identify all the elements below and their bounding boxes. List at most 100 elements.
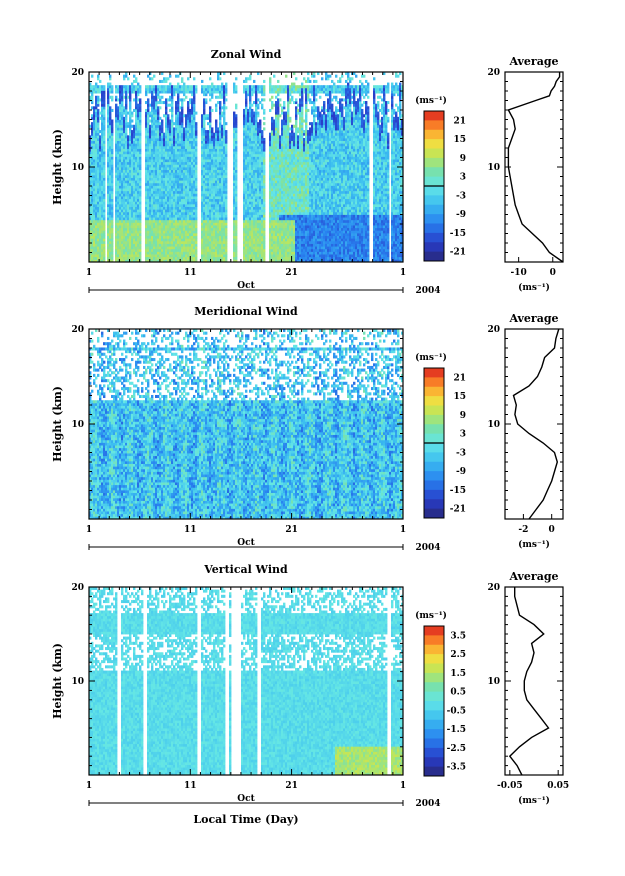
colorbar-swatch: [424, 729, 444, 739]
profile-x-tick-label: 0: [549, 525, 555, 535]
colorbar-swatch: [424, 242, 444, 253]
colorbar-swatch: [424, 489, 444, 500]
profile-line: [507, 72, 564, 263]
profile-frame: [504, 586, 564, 776]
colorbar-tick-label: -21: [450, 248, 466, 258]
x-tick-label: 21: [285, 781, 298, 791]
colorbar-tick-label: -15: [450, 486, 466, 496]
colorbar-swatch: [424, 111, 444, 121]
x-tick-label: 1: [86, 525, 92, 535]
colorbar-tick-label: -2.5: [447, 744, 466, 754]
x-tick-label: 11: [184, 268, 197, 278]
colorbar-swatch: [424, 405, 444, 416]
colorbar-swatch: [424, 719, 444, 730]
y-axis-label: Height (km): [51, 386, 64, 462]
colorbar-swatch: [424, 461, 444, 472]
colorbar-tick-label: -3: [456, 191, 466, 201]
year-label: 2004: [415, 543, 440, 553]
colorbar-tick-label: -0.5: [447, 706, 466, 716]
colorbar-unit: (ms⁻¹): [415, 95, 447, 106]
colorbar-swatch: [424, 396, 444, 406]
profile-line: [508, 587, 550, 776]
y-tick-label: 20: [71, 583, 84, 593]
colorbar-swatch: [424, 214, 444, 224]
colorbar-swatch: [424, 368, 444, 378]
y-tick-label: 10: [71, 163, 84, 173]
colorbar-swatch: [424, 480, 444, 491]
profile-frame: [504, 328, 564, 520]
profile-title: Average: [508, 55, 558, 68]
colorbar-swatch: [424, 635, 444, 646]
colorbar-tick-label: -3.5: [447, 763, 466, 773]
colorbar-swatch: [424, 195, 444, 206]
heatmap: [89, 587, 403, 775]
x-tick-label: 1: [400, 525, 406, 535]
y-tick-label: 20: [71, 325, 84, 335]
month-label: Oct: [237, 538, 255, 548]
colorbar-tick-label: 15: [453, 392, 466, 402]
colorbar-swatch: [424, 663, 444, 674]
colorbar-swatch: [424, 433, 444, 444]
x-tick-label: 1: [400, 268, 406, 278]
x-tick-label: 1: [86, 781, 92, 791]
colorbar-swatch: [424, 129, 444, 140]
colorbar-swatch: [424, 176, 444, 187]
colorbar-swatch: [424, 377, 444, 388]
colorbar-tick-label: 21: [453, 373, 466, 383]
average-profile: Average 20 10 -10 0(ms⁻¹): [487, 55, 564, 293]
x-tick-label: 11: [184, 781, 197, 791]
colorbar-swatch: [424, 452, 444, 463]
colorbar-tick-label: -21: [450, 505, 466, 515]
profile-y-tick-label: 20: [487, 68, 500, 78]
colorbar: (ms⁻¹) 21 15 9 3 -3 -9 -15 -21: [415, 352, 466, 519]
profile-x-tick-label: -2: [518, 525, 528, 535]
colorbar-tick-label: -1.5: [447, 725, 466, 735]
colorbar-swatch: [424, 120, 444, 131]
colorbar-tick-label: 1.5: [450, 669, 466, 679]
colorbar-swatch: [424, 386, 444, 397]
colorbar-swatch: [424, 691, 444, 702]
x-tick-label: 21: [285, 268, 298, 278]
colorbar-tick-label: 3.5: [450, 631, 466, 641]
colorbar-swatch: [424, 738, 444, 749]
colorbar-swatch: [424, 710, 444, 721]
colorbar-swatch: [424, 757, 444, 768]
x-tick-label: 11: [184, 525, 197, 535]
colorbar-swatch: [424, 251, 444, 262]
year-label: 2004: [415, 286, 440, 296]
colorbar-swatch: [424, 701, 444, 711]
colorbar-tick-label: 0.5: [450, 688, 466, 698]
profile-y-tick-label: 10: [487, 420, 500, 430]
x-tick-label: 1: [86, 268, 92, 278]
y-axis-label: Height (km): [51, 643, 64, 719]
profile-title: Average: [508, 312, 558, 325]
colorbar-tick-label: 3: [460, 430, 466, 440]
colorbar-tick-label: -9: [456, 467, 466, 477]
colorbar-tick-label: 3: [460, 173, 466, 183]
profile-y-tick-label: 10: [487, 677, 500, 687]
profile-x-label: (ms⁻¹): [518, 539, 550, 550]
colorbar-tick-label: 9: [460, 154, 466, 164]
profile-x-tick-label: -0.05: [497, 781, 523, 791]
profile-y-tick-label: 20: [487, 583, 500, 593]
colorbar-tick-label: -3: [456, 448, 466, 458]
profile-title: Average: [508, 570, 558, 583]
colorbar-unit: (ms⁻¹): [415, 352, 447, 363]
colorbar-swatch: [424, 204, 444, 215]
average-profile: Average 20 10 -2 0 (ms⁻¹): [487, 312, 564, 550]
colorbar-swatch: [424, 139, 444, 149]
colorbar-swatch: [424, 148, 444, 159]
colorbar-swatch: [424, 157, 444, 168]
y-tick-label: 20: [71, 68, 84, 78]
colorbar-swatch: [424, 654, 444, 664]
panel-title: Vertical Wind: [203, 563, 288, 576]
x-axis-label: Local Time (Day): [193, 813, 298, 826]
x-tick-label: 21: [285, 525, 298, 535]
y-axis-label: Height (km): [51, 129, 64, 205]
colorbar: (ms⁻¹) 21 15 9 3 -3 -9 -15 -21: [415, 95, 466, 262]
profile-x-tick-label: -10: [511, 268, 527, 278]
colorbar-swatch: [424, 766, 444, 777]
colorbar-tick-label: 9: [460, 411, 466, 421]
